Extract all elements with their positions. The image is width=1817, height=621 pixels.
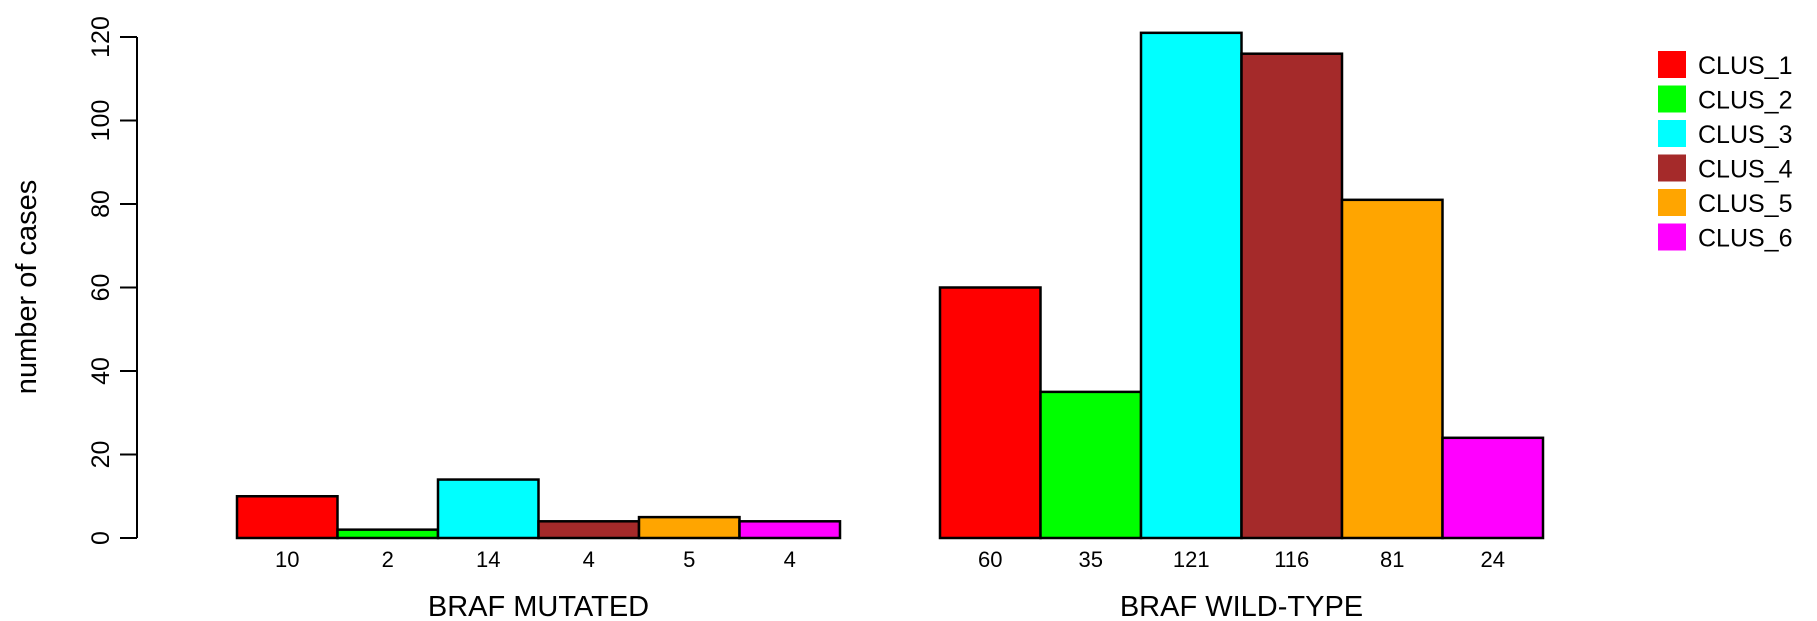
bar-value-label: 116 xyxy=(1274,547,1309,572)
y-axis: 0 20 40 60 80 100 120 xyxy=(87,16,138,545)
legend-label: CLUS_4 xyxy=(1698,156,1793,184)
bar-value-label: 81 xyxy=(1380,547,1404,572)
bar-value-label: 35 xyxy=(1079,547,1103,572)
bar-value-label: 14 xyxy=(476,547,500,572)
legend: CLUS_1 CLUS_2 CLUS_3 CLUS_4 CLUS_5 CLUS_6 xyxy=(1658,51,1793,253)
bar-value-label: 60 xyxy=(978,547,1002,572)
legend-label: CLUS_5 xyxy=(1698,190,1793,218)
bar-value-label: 24 xyxy=(1481,547,1505,572)
bars xyxy=(235,31,1545,540)
y-tick-label: 0 xyxy=(87,531,115,545)
bar-braf-wild-type-clus_6 xyxy=(1441,436,1545,540)
y-tick-label: 80 xyxy=(87,190,115,218)
group-label: BRAF MUTATED xyxy=(428,591,649,621)
legend-swatch-clus_5 xyxy=(1658,189,1686,216)
legend-swatch-clus_2 xyxy=(1658,85,1686,113)
y-tick-label: 120 xyxy=(87,16,115,58)
bar-braf-mutated-clus_6 xyxy=(738,520,842,540)
bar-braf-mutated-clus_5 xyxy=(637,515,741,540)
legend-swatch-clus_4 xyxy=(1658,154,1686,182)
bar-braf-wild-type-clus_5 xyxy=(1340,198,1444,540)
data-labels: 10 2 14 4 5 4 60 35 121 116 81 24 xyxy=(275,547,1505,572)
bar-braf-mutated-clus_2 xyxy=(336,528,440,540)
bar-braf-wild-type-clus_2 xyxy=(1039,390,1143,540)
legend-swatch-clus_3 xyxy=(1658,120,1686,147)
bar-braf-wild-type-clus_3 xyxy=(1139,31,1243,540)
legend-label: CLUS_1 xyxy=(1698,52,1793,80)
bar-braf-mutated-clus_3 xyxy=(436,478,540,540)
y-axis-title: number of cases xyxy=(11,180,43,394)
legend-label: CLUS_6 xyxy=(1698,225,1793,253)
legend-label: CLUS_2 xyxy=(1698,87,1793,115)
bar-braf-mutated-clus_1 xyxy=(235,495,339,540)
legend-swatch-clus_1 xyxy=(1658,51,1686,78)
group-labels: BRAF MUTATED BRAF WILD-TYPE xyxy=(428,591,1363,621)
group-label: BRAF WILD-TYPE xyxy=(1120,591,1363,621)
bar-value-label: 4 xyxy=(583,547,595,572)
bar-braf-wild-type-clus_1 xyxy=(938,286,1042,540)
legend-label: CLUS_3 xyxy=(1698,121,1793,149)
legend-swatch-clus_6 xyxy=(1658,223,1686,251)
y-tick-label: 20 xyxy=(87,441,115,469)
bar-braf-mutated-clus_4 xyxy=(537,520,641,540)
bar-value-label: 2 xyxy=(382,547,394,572)
bar-braf-wild-type-clus_4 xyxy=(1240,52,1344,540)
y-tick-label: 60 xyxy=(87,274,115,302)
bar-value-label: 10 xyxy=(275,547,299,572)
y-tick-label: 40 xyxy=(87,357,115,385)
y-tick-label: 100 xyxy=(87,100,115,142)
bar-value-label: 121 xyxy=(1173,547,1210,572)
bar-value-label: 5 xyxy=(683,547,695,572)
bar-value-label: 4 xyxy=(784,547,796,572)
